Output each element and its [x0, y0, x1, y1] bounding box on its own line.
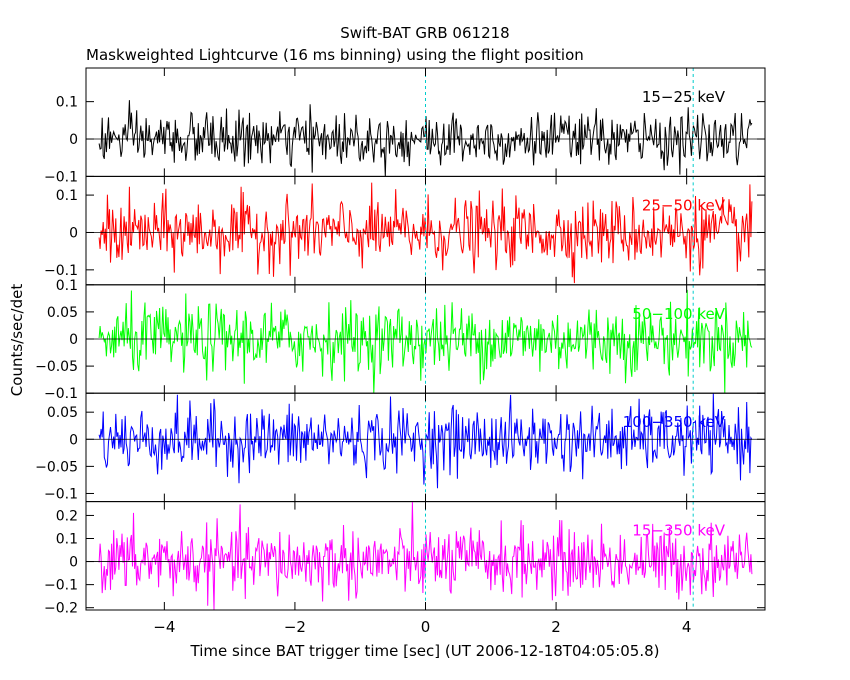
y-tick-label: 0.1 [56, 532, 78, 548]
y-tick-label: −0.1 [44, 578, 78, 594]
panel-3: −0.1 −0.05 0 0.05 0.1 50−100 keV [35, 278, 766, 402]
y-tick-label: 0.2 [56, 508, 78, 524]
y-tick-label: 0 [69, 225, 78, 241]
y-tick-label: 0 [69, 332, 78, 348]
y-tick-label: 0 [69, 555, 78, 571]
y-tick-label: −0.1 [44, 486, 78, 502]
band-label: 15−350 keV [632, 522, 725, 540]
y-tick-label: −0.2 [44, 601, 78, 617]
y-tick-label: −0.1 [44, 263, 78, 279]
lightcurve-series [98, 100, 753, 177]
y-tick-label: −0.05 [35, 359, 78, 375]
panel-1: −0.1 0 0.1 15−25 keV [44, 67, 766, 185]
band-label: 15−25 keV [642, 88, 726, 106]
x-tick-label: 2 [551, 618, 561, 636]
y-tick-label: 0.1 [56, 188, 78, 204]
y-tick-label: 0.1 [56, 95, 78, 111]
panels-group: −0.100.1 15−25 keV−0.100.125−50 keV−0.1−0… [35, 67, 766, 617]
y-tick-label: −0.1 [44, 386, 78, 402]
x-tick-label: −2 [284, 618, 306, 636]
x-axis: −4 −2 0 2 4 [153, 618, 691, 636]
band-label: 100−350 keV [623, 413, 726, 431]
band-label: 50−100 keV [632, 305, 725, 323]
x-axis-label: Time since BAT trigger time [sec] (UT 20… [190, 642, 660, 660]
y-tick-label: 0.05 [47, 405, 78, 421]
x-tick-label: −4 [153, 618, 175, 636]
y-tick-label: 0 [69, 132, 78, 148]
band-label: 25−50 keV [642, 196, 726, 214]
chart-title: Swift-BAT GRB 061218 [340, 24, 509, 42]
chart-subtitle: Maskweighted Lightcurve (16 ms binning) … [86, 46, 584, 64]
y-tick-label: 0.1 [56, 278, 78, 294]
y-axis-label: Counts/sec/det [8, 284, 26, 397]
y-tick-label: 0.05 [47, 305, 78, 321]
panel-4: −0.1 −0.05 0 0.05 100−350 keV [35, 392, 766, 502]
panel-2: −0.1 0 0.1 25−50 keV [44, 175, 766, 286]
y-tick-label: −0.1 [44, 169, 78, 185]
y-tick-label: 0 [69, 432, 78, 448]
y-tick-label: −0.05 [35, 459, 78, 475]
x-tick-label: 4 [682, 618, 692, 636]
x-tick-label: 0 [421, 618, 431, 636]
panel-5: −0.2 −0.1 0 0.1 0.2 15−350 keV [44, 501, 766, 617]
